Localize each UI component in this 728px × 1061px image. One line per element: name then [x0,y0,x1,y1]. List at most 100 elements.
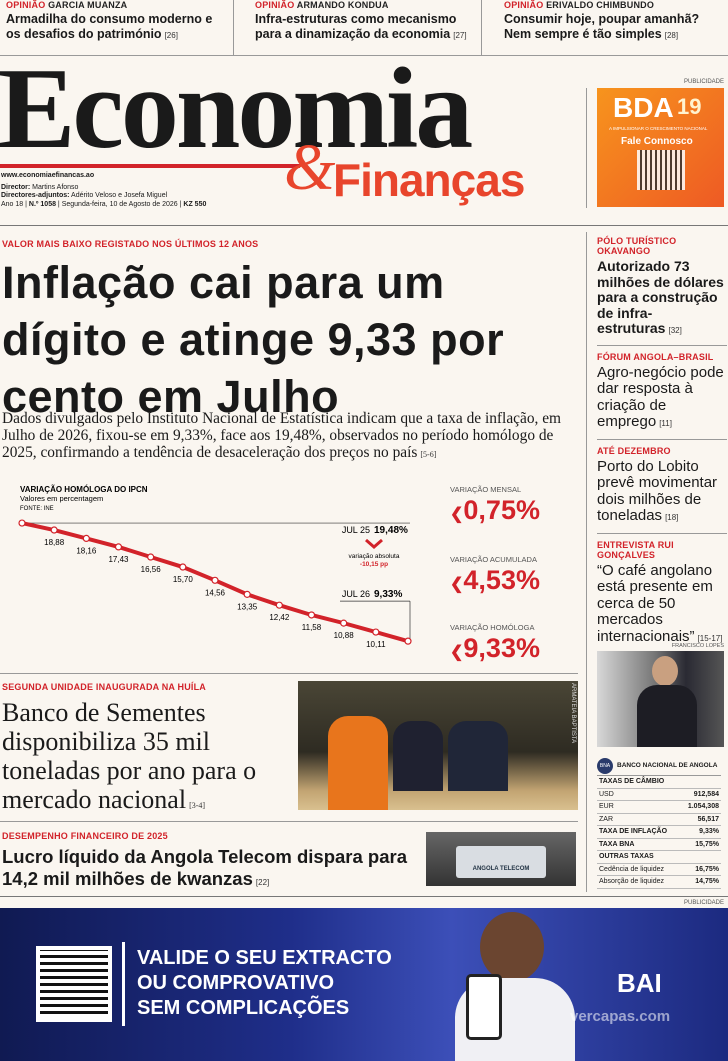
indicator-label: VARIAÇÃO ACUMULADA [450,555,537,564]
page-ref: [5-6] [420,450,437,459]
page-ref: [15-17] [697,633,723,643]
page-ref: [32] [668,326,682,335]
value-label: 12,42 [269,613,290,622]
value-label: 9,33% [374,589,402,600]
indicator-value: ❮9,33% [450,633,540,663]
url: www.economiaefinancas.ao [1,172,95,179]
rate-row: ZAR 56,517 [597,814,721,826]
divider [586,232,587,892]
masthead-rule [0,164,300,168]
bank-logo: BNA [597,757,613,774]
value-label: 10,11 [366,640,386,649]
photo-sign: ANGOLA TELECOM [456,846,546,878]
annotation: variação absoluta [349,553,400,560]
ad-tagline: A IMPULSIONAR O CRESCIMENTO NACIONAL [609,126,708,131]
value-label: 18,88 [44,538,65,547]
annotation: -10,15 pp [360,561,388,568]
ad[interactable]: VALIDE O SEU EXTRACTO OU COMPROVATIVO SE… [0,908,728,1061]
kicker: OPINIÃO [6,0,46,10]
label: Directores-adjuntos: [1,192,70,199]
ad-label: PUBLICIDADE [683,79,724,85]
rate-value: 9,33% [699,828,719,836]
top-link[interactable]: OPINIÃO GARCIA MUANZA Armadilha do consu… [6,0,226,43]
point [179,563,187,571]
kicker: ENTREVISTA RUI GONÇALVES [597,539,674,560]
director: Martins Afonso [32,184,79,191]
headline: Agro-negócio pode dar resposta à criação… [597,363,724,430]
rates-table: BNA BANCO NACIONAL DE ANGOLA TAXAS DE CÂ… [597,756,721,889]
x-tick-label: JUL 25 [342,525,370,535]
story-headline[interactable]: Banco de Sementes disponibiliza 35 mil t… [2,698,292,820]
masthead-ampersand: & [284,131,336,204]
rule [0,821,578,822]
indicator: VARIAÇÃO MENSAL ❮0,75% [450,485,575,555]
rates-rows: TAXAS DE CÂMBIO USD 912,584 EUR 1.054,308 ZAR… [597,776,721,889]
qr-code [637,150,685,190]
ad-text: VALIDE O SEU EXTRACTO OU COMPROVATIVO SE… [137,946,392,1021]
point [18,519,26,527]
phone [466,974,502,1040]
ad[interactable]: BDA 19 A IMPULSIONAR O CRESCIMENTO NACIO… [597,88,724,207]
page-ref: [11] [659,419,672,428]
price: KZ 550 [183,201,207,208]
divider [586,88,587,208]
top-link[interactable]: OPINIÃO ERIVALDO CHIMBUNDO Consumir hoje… [504,0,726,43]
rule [0,673,578,674]
kicker: OPINIÃO [504,0,544,10]
point [147,553,155,561]
rule [0,896,728,897]
ad-figure [480,912,544,982]
credits: Directores-adjuntos: Adérito Veloso e Jo… [1,192,167,199]
indicators: VARIAÇÃO MENSAL ❮0,75% VARIAÇÃO ACUMULAD… [450,485,575,669]
photo: ARMATEIA BAPTISTA [298,681,578,810]
sidebar-item[interactable]: PÓLO TURÍSTICO OKAVANGO Autorizado 73 mi… [597,236,727,346]
point [211,576,219,584]
date: Segunda-feira, 10 de Agosto de 2026 [61,201,178,208]
story-headline[interactable]: Lucro líquido da Angola Telecom dispara … [2,846,422,894]
kicker: SEGUNDA UNIDADE INAUGURADA NA HUÍLA [2,682,206,692]
watermark: vercapas.com [570,1008,671,1025]
point [307,611,316,619]
ad-divider [122,942,125,1026]
divider [233,0,234,56]
title: Consumir hoje, poupar amanhã? Nem sempre… [504,12,700,41]
indicator-label: VARIAÇÃO MENSAL [450,485,522,494]
rule [0,225,728,226]
rate-row: Cedência de liquidez 16,75% [597,864,721,876]
value-label: 17,43 [108,555,129,564]
rate-label: ZAR [599,815,613,823]
indicator-value: ❮4,53% [450,565,540,595]
photo-credit: ARMATEIA BAPTISTA [570,683,576,744]
masthead-name: Finanças [333,154,525,206]
page-ref: [26] [164,31,178,40]
title: Infra-estruturas como mecanismo para a d… [255,12,457,41]
rate-row: TAXA DE INFLAÇÃO 9,33% [597,826,721,839]
point [114,543,123,551]
author: ARMANDO KONDUA [296,0,389,10]
rate-row: USD 912,584 [597,789,721,801]
author: GARCIA MUANZA [48,0,128,10]
bank-name: BANCO NACIONAL DE ANGOLA [617,762,718,769]
value-label: 11,58 [302,623,322,632]
rate-value: 1.054,308 [687,803,719,811]
title: Armadilha do consumo moderno e os desafi… [6,12,213,41]
value-label: 19,48% [374,525,408,536]
value: 0,75% [463,495,540,525]
rate-label: TAXA BNA [599,840,635,848]
rate-value: 14,75% [695,878,719,886]
value-label: 14,56 [205,588,226,597]
top-link[interactable]: OPINIÃO ARMANDO KONDUA Infra-estruturas … [255,0,475,43]
chart-title: VARIAÇÃO HOMÓLOGA DO IPCN [20,485,148,494]
page-ref: [18] [665,513,679,522]
sidebar-item[interactable]: ATÉ DEZEMBRO Porto do Lobito prevê movim… [597,446,727,534]
headline: “O café angolano está presente em cerca … [597,561,713,645]
photo-figure [393,721,443,791]
sidebar-item[interactable]: ENTREVISTA RUI GONÇALVES “O café angolan… [597,540,727,648]
ad-line: VALIDE O SEU EXTRACTO [137,947,392,969]
year: Ano 18 [1,201,24,208]
number: N.º 1058 [28,201,56,208]
credits: Director: Martins Afonso [1,184,78,191]
headline: Porto do Lobito prevê movimentar dois mi… [597,457,718,524]
value: 4,53% [463,565,540,595]
sidebar-item[interactable]: FÓRUM ANGOLA–BRASIL Agro-negócio pode da… [597,352,727,440]
